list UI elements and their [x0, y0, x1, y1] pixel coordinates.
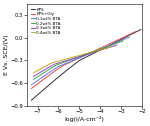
X-axis label: log(i/A·cm⁻²): log(i/A·cm⁻²): [65, 116, 105, 122]
Y-axis label: E Vs. SCE/(V): E Vs. SCE/(V): [4, 35, 9, 75]
KPS: [74, 63, 75, 65]
KPS: [127, 36, 128, 37]
0.3wt% BTA: [38, 72, 40, 74]
0.2wt% BTA: [39, 75, 40, 76]
KPS+Gly: [135, 31, 137, 32]
KPS+Gly: [44, 78, 45, 79]
0.2wt% BTA: [42, 72, 44, 74]
0.4wt% BTA: [110, 46, 112, 48]
KPS+Gly: [59, 67, 60, 69]
KPS+Gly: [100, 47, 102, 48]
0.2wt% BTA: [40, 74, 42, 75]
KPS: [111, 43, 113, 45]
Line: KPS+Gly: KPS+Gly: [31, 32, 136, 88]
Line: 0.3wt% BTA: 0.3wt% BTA: [33, 45, 117, 76]
KPS: [51, 82, 52, 84]
0.4wt% BTA: [38, 69, 39, 71]
0.2wt% BTA: [122, 40, 124, 42]
Legend: KPS, KPS+Gly, 0.1wt% BTA, 0.2wt% BTA, 0.3wt% BTA, 0.4wt% BTA: KPS, KPS+Gly, 0.1wt% BTA, 0.2wt% BTA, 0.…: [30, 7, 61, 35]
0.3wt% BTA: [33, 76, 34, 77]
Line: 0.4wt% BTA: 0.4wt% BTA: [33, 47, 111, 73]
0.1wt% BTA: [39, 78, 41, 79]
KPS: [46, 86, 48, 87]
0.2wt% BTA: [108, 45, 109, 47]
0.1wt% BTA: [113, 43, 115, 44]
0.1wt% BTA: [129, 36, 130, 38]
0.1wt% BTA: [38, 79, 39, 81]
KPS: [140, 29, 142, 30]
0.3wt% BTA: [39, 72, 41, 73]
KPS: [30, 100, 32, 101]
Line: KPS: KPS: [31, 29, 141, 100]
0.1wt% BTA: [42, 76, 44, 78]
0.1wt% BTA: [30, 84, 32, 86]
0.4wt% BTA: [33, 72, 34, 74]
KPS+Gly: [30, 88, 32, 89]
0.3wt% BTA: [116, 44, 118, 46]
Line: 0.2wt% BTA: 0.2wt% BTA: [33, 41, 123, 79]
0.4wt% BTA: [40, 68, 42, 69]
0.3wt% BTA: [102, 49, 104, 50]
0.4wt% BTA: [50, 63, 51, 65]
0.3wt% BTA: [51, 65, 53, 66]
0.1wt% BTA: [55, 68, 57, 69]
0.2wt% BTA: [33, 79, 34, 80]
KPS+Gly: [119, 38, 121, 40]
0.3wt% BTA: [87, 53, 88, 55]
0.4wt% BTA: [97, 50, 99, 51]
0.2wt% BTA: [53, 66, 55, 67]
0.4wt% BTA: [39, 69, 41, 70]
0.4wt% BTA: [82, 54, 84, 55]
KPS+Gly: [39, 82, 40, 83]
Line: 0.1wt% BTA: 0.1wt% BTA: [31, 37, 129, 85]
KPS+Gly: [41, 80, 43, 82]
0.2wt% BTA: [91, 52, 93, 53]
0.1wt% BTA: [95, 50, 97, 52]
0.3wt% BTA: [41, 70, 43, 72]
KPS: [43, 89, 45, 90]
